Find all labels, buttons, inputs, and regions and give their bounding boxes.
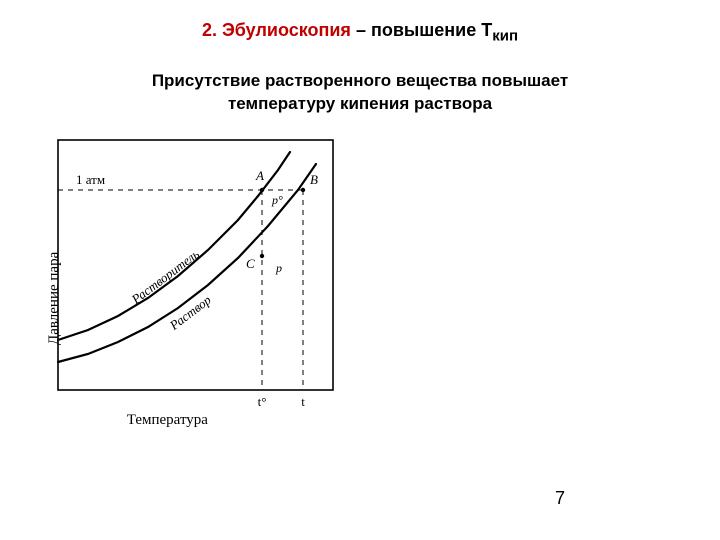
heading-sub: кип (492, 28, 518, 45)
subtitle-line1: Присутствие растворенного вещества повыш… (152, 71, 568, 90)
slide-subtitle: Присутствие растворенного вещества повыш… (0, 70, 720, 116)
svg-text:1 атм: 1 атм (76, 172, 105, 187)
svg-text:t°: t° (258, 394, 267, 409)
svg-text:p: p (275, 261, 282, 275)
heading-term: 2. Эбулиоскопия (202, 20, 351, 40)
svg-text:A: A (255, 168, 264, 183)
subtitle-line2: температуру кипения раствора (228, 94, 492, 113)
svg-text:C: C (246, 256, 255, 271)
y-axis-label: Давление пара (46, 252, 63, 345)
svg-text:p°: p° (271, 193, 283, 207)
heading-middle: – повышение Т (351, 20, 492, 40)
svg-text:B: B (310, 172, 318, 187)
svg-text:t: t (301, 394, 305, 409)
slide-heading: 2. Эбулиоскопия – повышение Ткип (0, 20, 720, 45)
page-number: 7 (555, 488, 565, 509)
vapor-pressure-chart: 1 атмРастворительРастворABCp°pt°t (28, 130, 348, 450)
slide-page: 2. Эбулиоскопия – повышение Ткип Присутс… (0, 0, 720, 540)
x-axis-label: Температура (127, 412, 208, 429)
